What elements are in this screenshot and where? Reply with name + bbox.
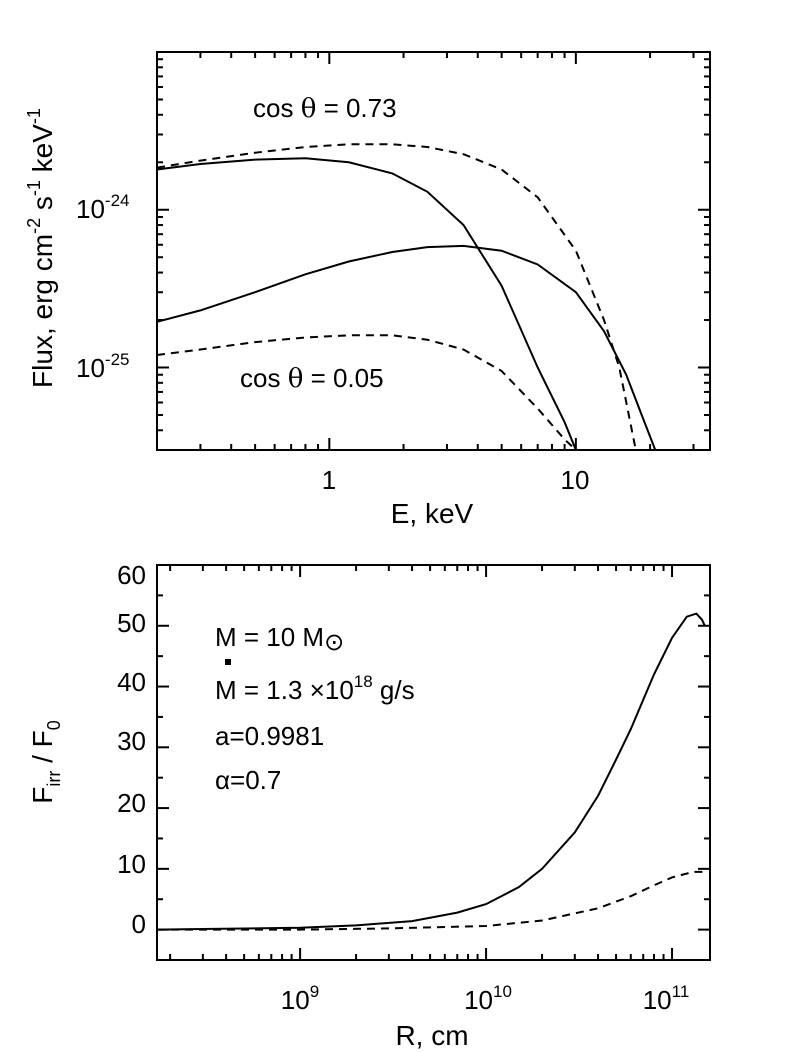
irr-xtick-label-1e10: 1010: [464, 982, 512, 1015]
flux-ticks: [156, 51, 710, 451]
flux-series-1-solid: [156, 157, 577, 451]
irr-yaxis-title: Firr / F0: [27, 720, 64, 804]
flux-xtick-label-10: 10: [561, 465, 590, 495]
irr-xtick-label-1e9: 109: [281, 982, 319, 1015]
irr-ytick-label-40: 40: [117, 667, 146, 697]
flux-plot-frame: [156, 51, 711, 451]
flux-ylabel-part: s: [27, 196, 58, 218]
sun-symbol: ⊙: [324, 628, 344, 656]
irr-ylabel-part: F: [27, 787, 58, 804]
irradiation-ticks: [157, 564, 710, 961]
irr-xtick-label-1e11: 1011: [643, 982, 690, 1015]
flux-series-2-dashed: [156, 143, 637, 451]
irr-annotation-mdot: M = 1.3 ×1018 g/s: [215, 672, 415, 705]
irr-xaxis-title: R, cm: [395, 1020, 468, 1051]
irr-series-2-dashed: [157, 870, 705, 931]
flux-ylabel-exp: -1: [24, 108, 44, 124]
flux-ylabel-exp: -2: [24, 218, 44, 234]
flux-ytick-exp: -25: [105, 350, 130, 369]
annot-part: = 0.05: [303, 363, 383, 393]
annot-part: cos: [253, 93, 301, 123]
irr-series-1-solid: [156, 612, 706, 931]
flux-ytick-base: 10: [76, 194, 105, 224]
irr-xtick-exp: 10: [493, 982, 512, 1001]
flux-panel: 1 10 10-24 10-25 E, keV Flux, erg cm-2 s…: [24, 51, 711, 529]
irr-xtick-base: 10: [643, 985, 672, 1015]
annot-part: = 0.73: [316, 93, 396, 123]
irr-ytick-label-50: 50: [117, 608, 146, 638]
flux-curves: [156, 143, 657, 451]
flux-ytick-label-1e-25: 10-25: [76, 350, 130, 383]
annot-part: = 1.3 ×10: [237, 675, 354, 705]
irr-ytick-label-30: 30: [117, 726, 146, 756]
irr-ytick-label-60: 60: [117, 560, 146, 590]
flux-ylabel-exp: -1: [24, 180, 44, 196]
flux-ytick-exp: -24: [105, 191, 130, 210]
irradiation-plot-frame: [156, 564, 711, 961]
flux-yaxis-title: Flux, erg cm-2 s-1 keV-1: [24, 108, 58, 388]
irr-ylabel-part: / F: [27, 730, 58, 770]
flux-ytick-label-1e-24: 10-24: [76, 191, 130, 224]
annot-part: cos: [240, 363, 288, 393]
irr-annotation-spin: a=0.9981: [215, 721, 324, 751]
flux-series-3-solid: [156, 244, 657, 451]
theta-symbol: θ: [301, 94, 317, 124]
flux-ytick-base: 10: [76, 353, 105, 383]
annot-exp: 18: [354, 672, 373, 691]
annot-part: M = 10 M: [215, 622, 324, 652]
flux-xaxis-title: E, keV: [391, 498, 474, 529]
irradiation-panel: 60 50 40 30 20 10 0 109 1010 1011 R, cm …: [27, 560, 711, 1051]
annot-part: g/s: [373, 675, 415, 705]
irr-xtick-base: 10: [281, 985, 310, 1015]
irr-ytick-label-0: 0: [132, 909, 146, 939]
mdot-dot-icon: [225, 659, 231, 665]
flux-annotation-cos-005: cos θ = 0.05: [240, 363, 384, 394]
flux-series-4-dashed: [156, 334, 577, 451]
irr-annotation-alpha: α=0.7: [215, 765, 281, 795]
flux-xtick-label-1: 1: [322, 465, 336, 495]
irr-ylabel-sub: 0: [44, 720, 64, 730]
irr-xtick-exp: 11: [672, 982, 690, 1001]
annot-part: M: [215, 675, 237, 705]
irradiation-curves: [156, 612, 706, 931]
flux-ylabel-part: Flux, erg cm: [27, 234, 58, 388]
irr-ytick-label-10: 10: [117, 849, 146, 879]
irr-xtick-base: 10: [464, 985, 493, 1015]
theta-symbol: θ: [288, 364, 304, 394]
flux-ylabel-part: keV: [27, 124, 58, 180]
flux-annotation-cos-073: cos θ = 0.73: [253, 93, 397, 124]
irr-xtick-exp: 9: [310, 982, 319, 1001]
irr-annotation-mass: M = 10 M⊙: [215, 622, 344, 656]
irr-ylabel-sub: irr: [44, 771, 64, 787]
irr-ytick-label-20: 20: [117, 788, 146, 818]
